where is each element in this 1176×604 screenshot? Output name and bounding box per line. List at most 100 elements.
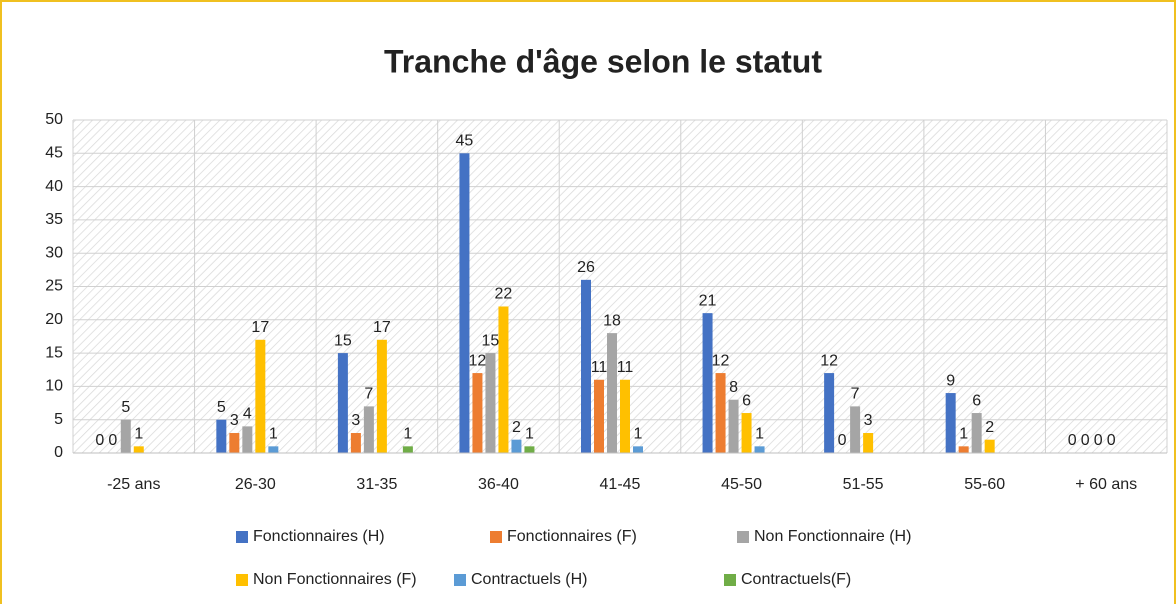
bar <box>472 373 483 453</box>
legend-swatch <box>490 531 502 543</box>
data-label: 0 <box>1068 432 1077 449</box>
y-tick-label: 25 <box>45 278 63 295</box>
data-label: 12 <box>469 352 487 369</box>
data-label: 17 <box>251 319 269 336</box>
data-label: 0 <box>95 432 104 449</box>
data-label: 4 <box>243 406 252 423</box>
data-label: 17 <box>373 319 391 336</box>
chart-title: Tranche d'âge selon le statut <box>384 43 822 79</box>
bar <box>850 406 861 453</box>
bar <box>633 446 643 453</box>
bar <box>255 339 266 453</box>
bar <box>958 446 969 453</box>
data-label: 5 <box>121 399 130 416</box>
y-tick-label: 5 <box>54 411 63 428</box>
legend-label: Contractuels (H) <box>471 571 587 588</box>
bar <box>498 306 509 453</box>
data-label: 6 <box>742 392 751 409</box>
bar <box>459 153 470 454</box>
data-label: 3 <box>351 412 360 429</box>
legend-label: Fonctionnaires (H) <box>253 528 385 545</box>
bar <box>511 439 522 453</box>
x-tick-label: 26-30 <box>235 476 276 493</box>
data-label: 12 <box>820 352 838 369</box>
data-label: 22 <box>495 286 513 303</box>
data-label: 0 <box>1107 432 1116 449</box>
data-label: 1 <box>959 426 968 443</box>
data-label: 5 <box>217 399 226 416</box>
legend-swatch <box>454 574 466 586</box>
x-tick-label: 55-60 <box>964 476 1005 493</box>
y-tick-label: 10 <box>45 378 63 395</box>
legend-label: Fonctionnaires (F) <box>507 528 637 545</box>
data-label: 18 <box>603 312 621 329</box>
data-label: 1 <box>525 426 534 443</box>
legend-swatch <box>236 531 248 543</box>
bar <box>581 279 591 453</box>
x-tick-label: 51-55 <box>843 476 884 493</box>
bar <box>594 379 604 453</box>
y-tick-label: 50 <box>45 111 63 128</box>
data-label: 21 <box>699 292 717 309</box>
bar <box>216 419 227 453</box>
data-label: 3 <box>230 412 239 429</box>
data-label: 1 <box>269 426 278 443</box>
legend-label: Non Fonctionnaires (F) <box>253 571 417 588</box>
bar <box>984 439 995 453</box>
legend-swatch <box>236 574 248 586</box>
bar <box>945 393 956 453</box>
data-label: 6 <box>972 392 981 409</box>
bar <box>607 333 617 453</box>
data-label: 3 <box>864 412 873 429</box>
data-label: 1 <box>403 426 412 443</box>
x-tick-label: + 60 ans <box>1075 476 1137 493</box>
data-label: 7 <box>851 386 860 403</box>
bar <box>824 373 835 453</box>
data-label: 1 <box>755 426 764 443</box>
y-tick-label: 15 <box>45 344 63 361</box>
data-label: 11 <box>591 359 608 376</box>
data-label: 0 <box>1081 432 1090 449</box>
data-label: 15 <box>482 332 500 349</box>
data-label: 1 <box>634 426 643 443</box>
x-tick-label: 31-35 <box>356 476 397 493</box>
legend-swatch <box>724 574 736 586</box>
y-tick-label: 20 <box>45 311 63 328</box>
data-label: 9 <box>946 372 955 389</box>
x-tick-label: 36-40 <box>478 476 519 493</box>
data-label: 8 <box>729 379 738 396</box>
data-label: 0 <box>1094 432 1103 449</box>
bar <box>754 446 765 453</box>
bar <box>863 433 874 453</box>
legend-label: Non Fonctionnaire (H) <box>754 528 911 545</box>
y-tick-label: 30 <box>45 244 63 261</box>
bar <box>268 446 279 453</box>
bar <box>971 413 982 453</box>
bar <box>741 413 752 453</box>
legend-swatch <box>737 531 749 543</box>
bar <box>402 446 413 453</box>
bar <box>715 373 726 453</box>
bar <box>133 446 144 453</box>
bar <box>728 399 739 453</box>
data-label: 1 <box>134 426 143 443</box>
bar <box>363 406 374 453</box>
y-tick-label: 40 <box>45 178 63 195</box>
data-label: 2 <box>985 419 994 436</box>
bar <box>376 339 387 453</box>
y-tick-label: 35 <box>45 211 63 228</box>
data-label: 45 <box>456 133 474 150</box>
bar <box>524 446 535 453</box>
data-label: 11 <box>617 359 634 376</box>
bar <box>229 433 240 453</box>
data-label: 7 <box>364 386 373 403</box>
bar <box>242 426 253 453</box>
data-label: 12 <box>712 352 730 369</box>
bar <box>120 419 131 453</box>
x-tick-label: 45-50 <box>721 476 762 493</box>
data-label: 0 <box>838 432 847 449</box>
x-tick-label: -25 ans <box>107 476 160 493</box>
bar <box>620 379 630 453</box>
